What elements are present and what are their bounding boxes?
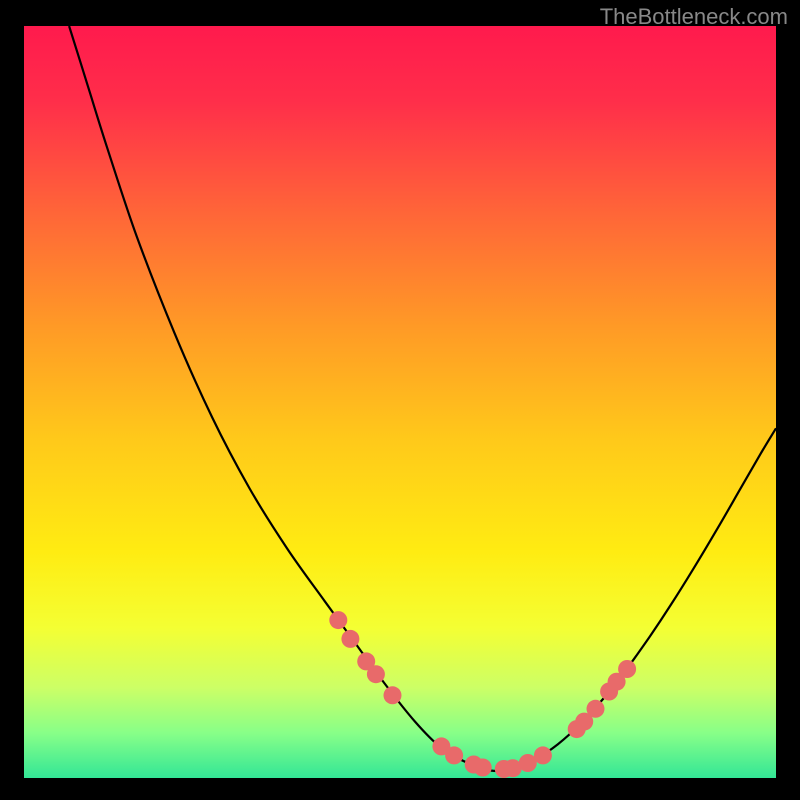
marker-point	[618, 660, 636, 678]
marker-point	[474, 759, 492, 777]
marker-point	[341, 630, 359, 648]
marker-point	[534, 746, 552, 764]
marker-point	[445, 746, 463, 764]
bottleneck-curve	[69, 26, 776, 771]
chart-overlay	[24, 26, 776, 778]
marker-points-group	[329, 611, 636, 778]
marker-point	[384, 686, 402, 704]
marker-point	[587, 700, 605, 718]
marker-point	[329, 611, 347, 629]
chart-area	[24, 26, 776, 778]
watermark-text: TheBottleneck.com	[600, 4, 788, 30]
marker-point	[367, 665, 385, 683]
